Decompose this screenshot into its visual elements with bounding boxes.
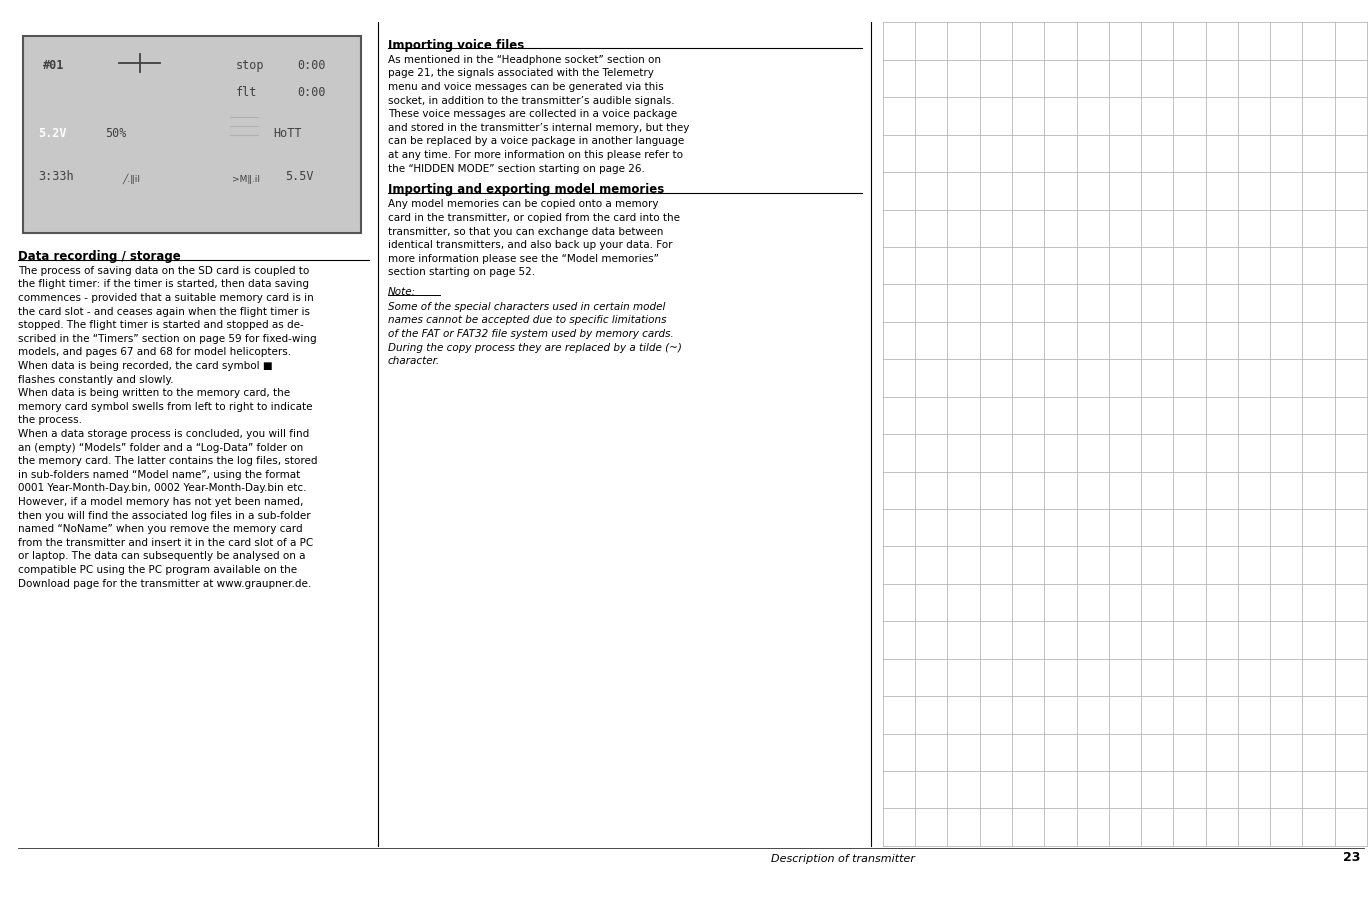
Text: 0:00: 0:00 — [298, 59, 326, 72]
Bar — [36, 108, 101, 149]
Text: flt: flt — [236, 86, 258, 99]
Text: Any model memories can be copied onto a memory
card in the transmitter, or copie: Any model memories can be copied onto a … — [388, 199, 680, 277]
Bar — [134, 57, 145, 69]
Text: 23: 23 — [1342, 851, 1360, 864]
Text: Importing voice files: Importing voice files — [388, 39, 524, 51]
Bar — [208, 40, 222, 199]
Text: 5.2V: 5.2V — [38, 128, 67, 140]
Text: 5.5V: 5.5V — [285, 170, 314, 182]
Bar — [204, 113, 226, 133]
Bar — [204, 210, 339, 222]
Text: The process of saving data on the SD card is coupled to
the flight timer: if the: The process of saving data on the SD car… — [18, 266, 317, 588]
Text: Some of the special characters used in certain model
names cannot be accepted du: Some of the special characters used in c… — [388, 302, 681, 366]
Text: >M‖.il: >M‖.il — [232, 175, 259, 184]
Text: 3:33h: 3:33h — [38, 170, 74, 182]
Bar — [103, 108, 175, 149]
Bar — [188, 40, 202, 199]
Text: #01: #01 — [43, 59, 64, 72]
Text: stop: stop — [236, 59, 265, 72]
Text: HoTT: HoTT — [273, 128, 302, 140]
Bar — [226, 106, 262, 151]
FancyBboxPatch shape — [23, 36, 361, 233]
Text: Data recording / storage: Data recording / storage — [18, 250, 181, 262]
Text: Importing and exporting model memories: Importing and exporting model memories — [388, 183, 664, 196]
Text: 0:00: 0:00 — [298, 86, 326, 99]
Bar — [184, 113, 206, 133]
Text: 50%: 50% — [106, 128, 128, 140]
Text: Description of transmitter: Description of transmitter — [771, 854, 916, 864]
Bar — [263, 206, 280, 225]
Bar — [92, 206, 108, 225]
Bar — [33, 210, 167, 222]
Text: Note:: Note: — [388, 287, 417, 297]
Text: As mentioned in the “Headphone socket” section on
page 21, the signals associate: As mentioned in the “Headphone socket” s… — [388, 55, 690, 173]
Text: ╱.‖il: ╱.‖il — [122, 174, 140, 184]
